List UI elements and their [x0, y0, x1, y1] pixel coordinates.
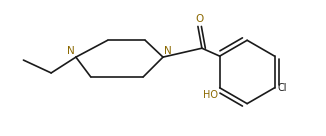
- Text: O: O: [195, 14, 203, 24]
- Text: HO: HO: [203, 90, 218, 100]
- Text: N: N: [164, 46, 172, 56]
- Text: Cl: Cl: [277, 83, 287, 93]
- Text: N: N: [67, 46, 75, 56]
